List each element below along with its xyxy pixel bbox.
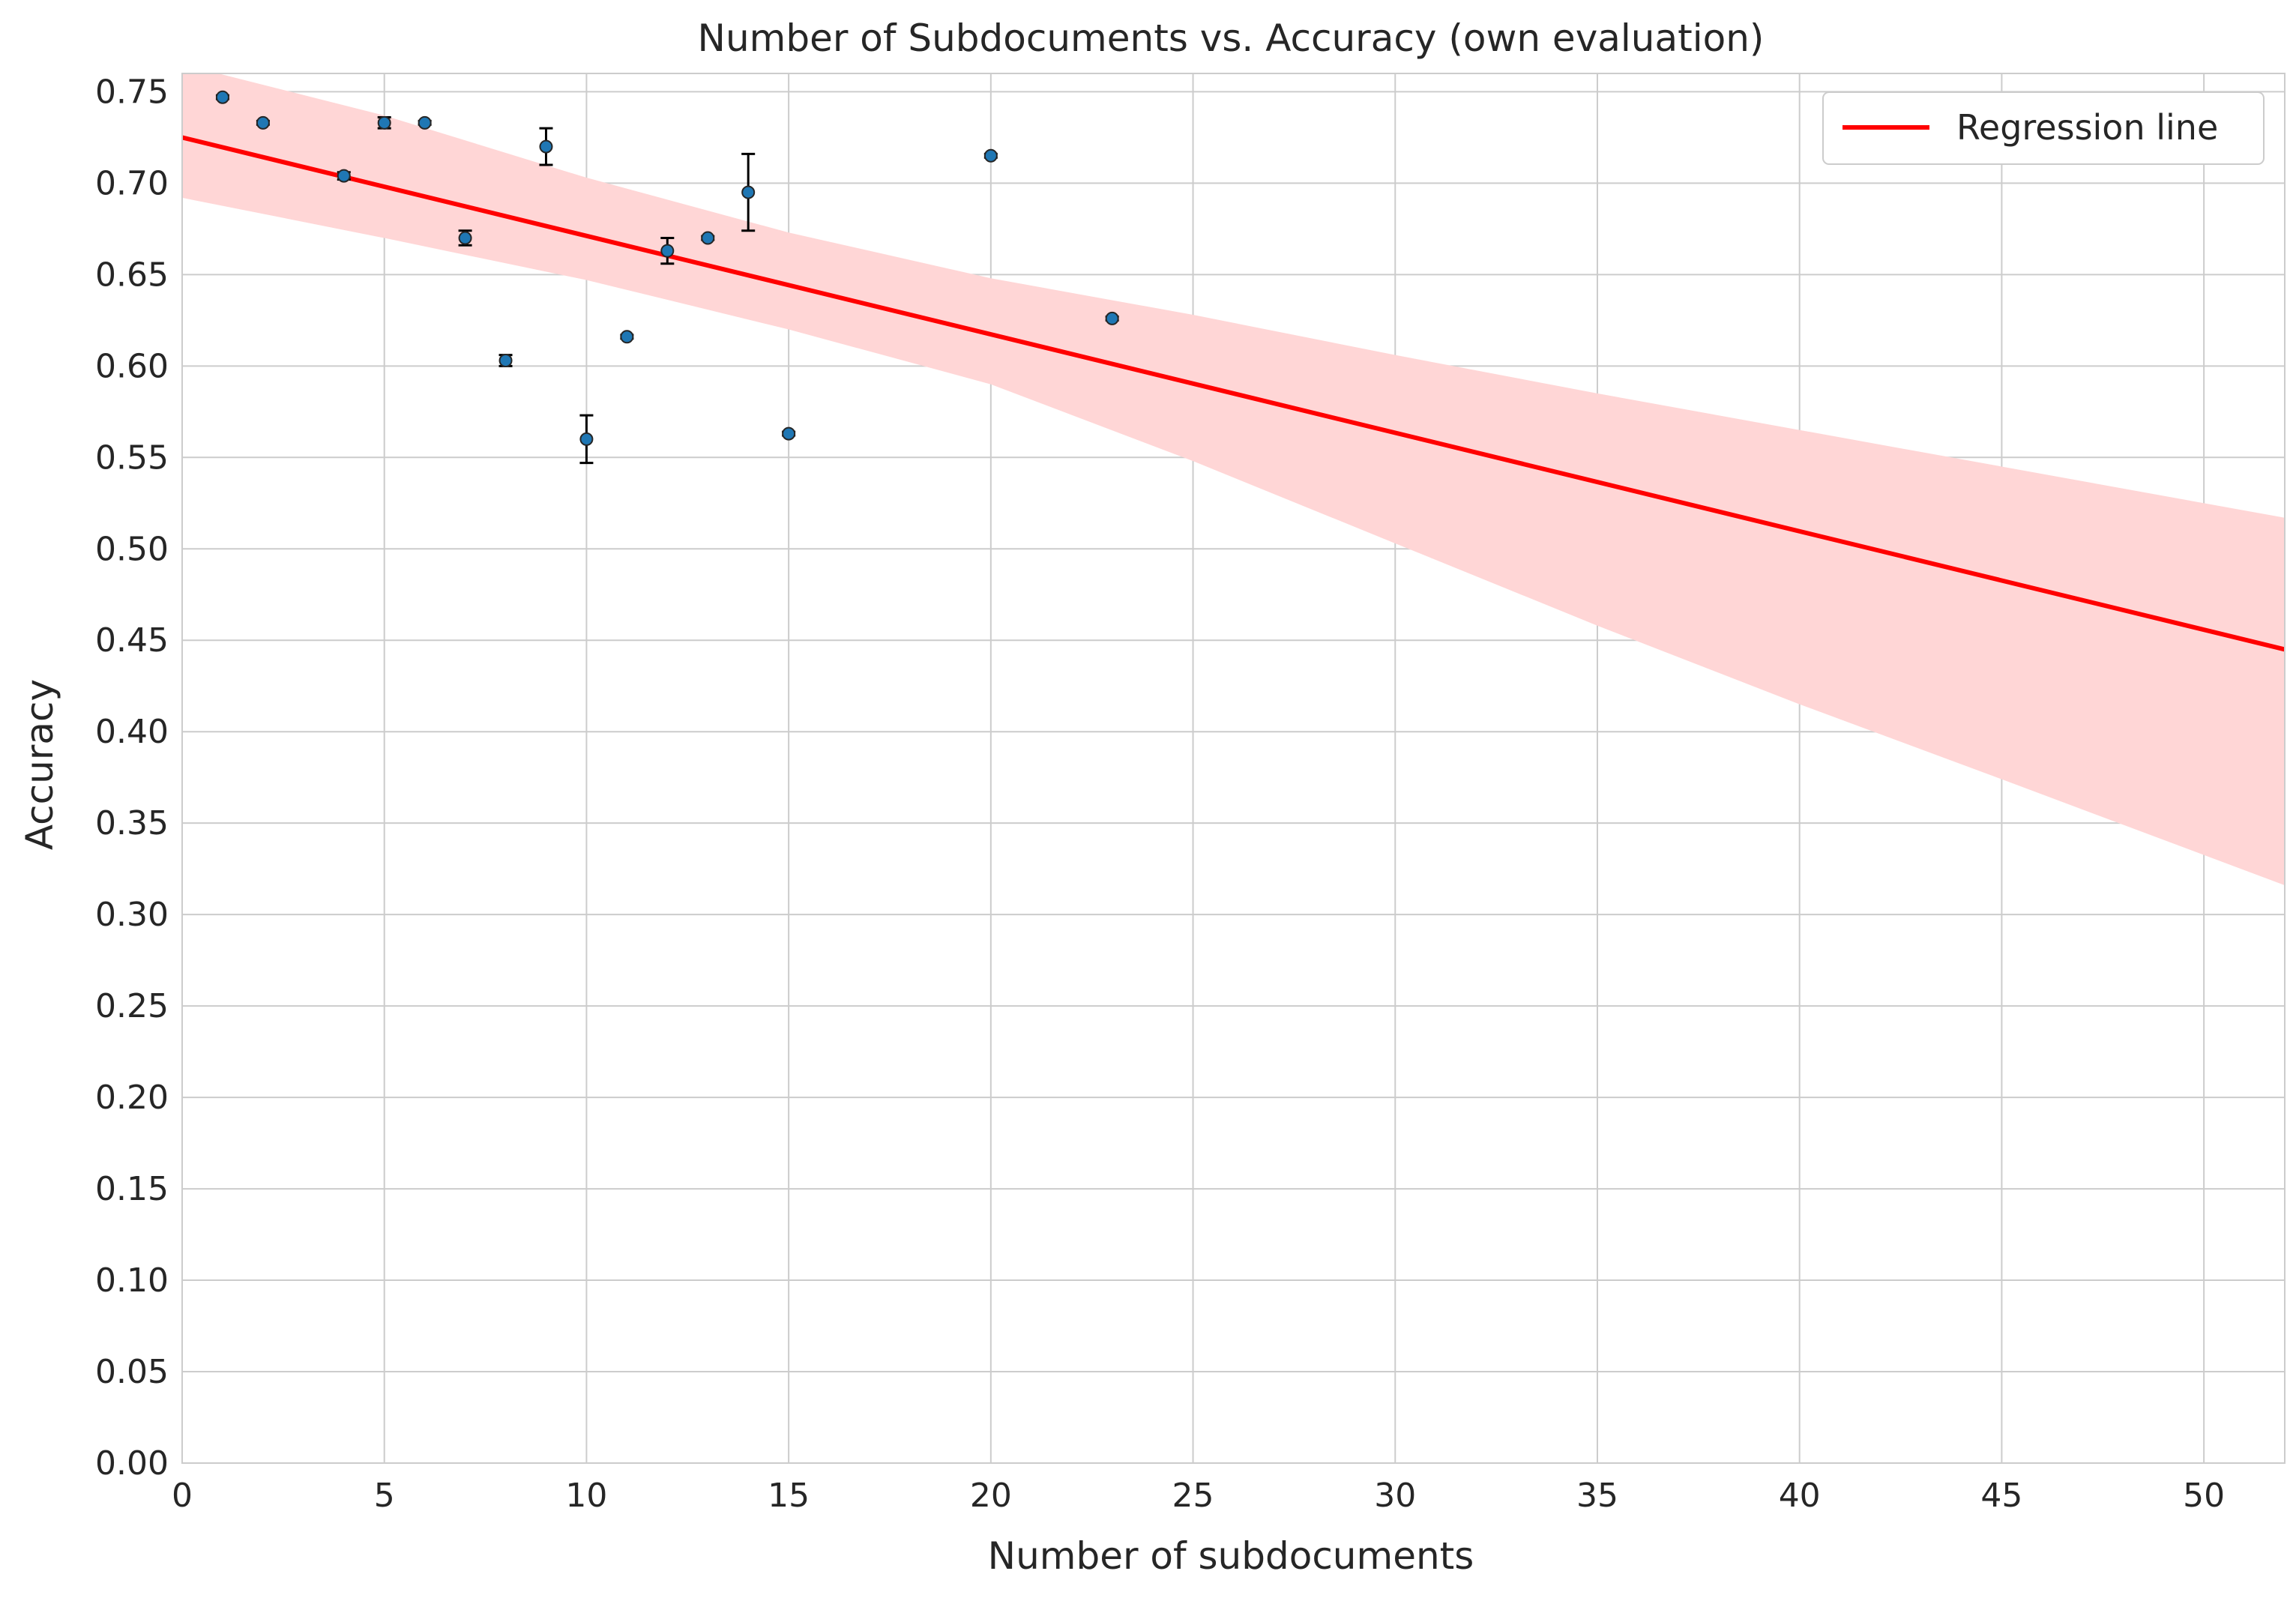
data-point [458, 231, 472, 245]
data-point [215, 90, 229, 104]
x-tick-label: 5 [374, 1477, 395, 1515]
y-tick-label: 0.75 [95, 73, 169, 111]
legend-label-regression: Regression line [1956, 107, 2218, 148]
confidence-band [182, 73, 2285, 886]
y-tick-label: 0.30 [95, 896, 169, 934]
x-tick-label: 15 [768, 1477, 810, 1515]
x-tick-label: 10 [565, 1477, 607, 1515]
data-point-group [579, 414, 594, 465]
data-point [983, 148, 998, 163]
y-tick-label: 0.35 [95, 804, 169, 842]
x-tick-label: 40 [1779, 1477, 1821, 1515]
points-layer [215, 90, 1119, 465]
x-tick-label: 25 [1172, 1477, 1214, 1515]
legend-box [1822, 91, 2265, 165]
y-tick-label: 0.70 [95, 164, 169, 202]
data-point-group [215, 90, 229, 104]
x-tick-label: 50 [2183, 1477, 2225, 1515]
data-point [701, 231, 715, 245]
data-point-group [498, 353, 513, 367]
data-point [1105, 311, 1119, 325]
data-point [498, 353, 513, 367]
data-point-group [418, 115, 432, 130]
plot-frame [181, 73, 2286, 1464]
data-point [620, 330, 634, 344]
y-tick-label: 0.55 [95, 438, 169, 477]
x-tick-label: 0 [172, 1477, 193, 1515]
y-tick-label: 0.20 [95, 1079, 169, 1117]
y-tick-label: 0.60 [95, 347, 169, 385]
y-tick-label: 0.05 [95, 1353, 169, 1391]
data-point-group [701, 231, 715, 245]
y-axis-label: Accuracy [18, 679, 61, 850]
data-point-group [741, 152, 756, 232]
x-tick-label: 20 [970, 1477, 1012, 1515]
data-point-group [256, 115, 270, 130]
data-point [377, 115, 391, 130]
data-point-group [377, 115, 391, 130]
x-axis-label: Number of subdocuments [988, 1534, 1474, 1578]
data-point [741, 185, 756, 199]
data-point [782, 426, 796, 441]
confidence-band-layer [182, 73, 2285, 886]
y-tick-label: 0.40 [95, 713, 169, 751]
data-point [337, 169, 351, 183]
y-ticks: 0.00 0.05 0.10 0.15 0.20 0.25 0.30 0.35 0.40 0.45… [95, 73, 169, 1483]
data-point-group [620, 330, 634, 344]
y-tick-label: 0.15 [95, 1170, 169, 1208]
data-point [418, 115, 432, 130]
data-point [539, 139, 553, 154]
x-tick-label: 45 [1980, 1477, 2022, 1515]
regression-layer [182, 135, 2285, 652]
data-point-group [1105, 311, 1119, 325]
legend: Regression line [1822, 91, 2265, 165]
y-tick-label: 0.45 [95, 621, 169, 660]
y-tick-label: 0.25 [95, 987, 169, 1025]
x-tick-label: 35 [1576, 1477, 1618, 1515]
y-tick-label: 0.50 [95, 530, 169, 568]
y-tick-label: 0.00 [95, 1444, 169, 1483]
regression-line [182, 135, 2285, 652]
data-point [660, 244, 675, 258]
data-point [256, 115, 270, 130]
data-point-group [782, 426, 796, 441]
x-ticks: 0 5 10 15 20 25 30 35 40 45 50 [172, 1477, 2225, 1515]
x-tick-label: 30 [1374, 1477, 1416, 1515]
data-point-group [458, 229, 472, 247]
data-point-group [660, 237, 675, 265]
data-point-group [337, 169, 351, 183]
data-point [579, 432, 594, 446]
y-tick-label: 0.65 [95, 256, 169, 294]
chart-title: Number of Subdocuments vs. Accuracy (own… [698, 16, 1765, 60]
data-point-group [539, 127, 553, 166]
data-point-group [983, 148, 998, 163]
y-tick-label: 0.10 [95, 1261, 169, 1300]
